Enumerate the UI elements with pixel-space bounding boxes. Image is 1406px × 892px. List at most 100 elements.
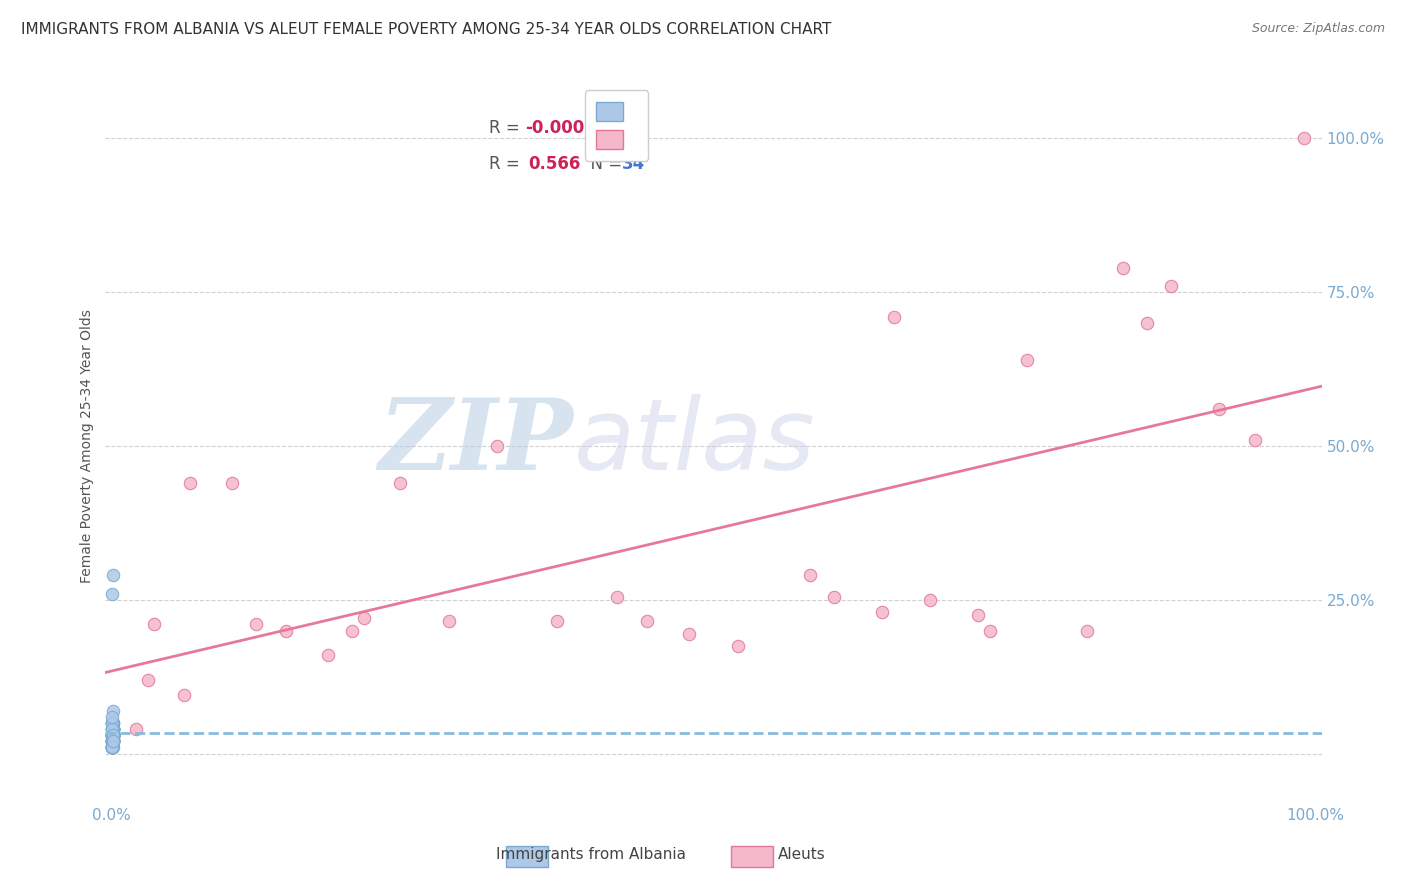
Point bbox=[101, 728, 124, 742]
Point bbox=[101, 728, 124, 742]
Y-axis label: Female Poverty Among 25-34 Year Olds: Female Poverty Among 25-34 Year Olds bbox=[80, 309, 94, 583]
Point bbox=[1292, 131, 1315, 145]
Point bbox=[1136, 316, 1159, 330]
Point bbox=[101, 740, 124, 755]
Point bbox=[101, 734, 124, 748]
Point bbox=[101, 722, 124, 736]
Point bbox=[1208, 402, 1230, 417]
Text: N =: N = bbox=[579, 155, 627, 173]
Point bbox=[485, 439, 508, 453]
Point bbox=[101, 740, 124, 755]
Point bbox=[101, 734, 124, 748]
Point bbox=[101, 728, 124, 742]
Point bbox=[101, 734, 124, 748]
Point bbox=[101, 728, 124, 742]
Point bbox=[101, 728, 124, 742]
Point bbox=[101, 740, 124, 755]
Point bbox=[101, 740, 124, 755]
Point bbox=[274, 624, 297, 638]
Point bbox=[179, 475, 201, 490]
Point bbox=[101, 734, 124, 748]
Point bbox=[101, 722, 124, 736]
Text: -0.000: -0.000 bbox=[524, 120, 585, 137]
Point bbox=[124, 722, 146, 736]
Point bbox=[967, 608, 990, 623]
Point bbox=[870, 605, 893, 619]
Point bbox=[142, 617, 165, 632]
Point bbox=[101, 728, 124, 742]
Point bbox=[101, 722, 124, 736]
Point bbox=[101, 722, 124, 736]
Point bbox=[101, 728, 124, 742]
Point bbox=[101, 740, 124, 755]
Point bbox=[101, 734, 124, 748]
Point bbox=[101, 715, 124, 730]
Point bbox=[101, 722, 124, 736]
Point bbox=[101, 740, 124, 755]
Point bbox=[101, 731, 124, 746]
Point bbox=[101, 740, 124, 755]
Point bbox=[101, 728, 124, 742]
Point bbox=[101, 734, 124, 748]
Point bbox=[101, 728, 124, 742]
Point bbox=[101, 734, 124, 748]
Point bbox=[1160, 279, 1182, 293]
Point bbox=[221, 475, 243, 490]
Point bbox=[101, 734, 124, 748]
Point bbox=[101, 587, 124, 601]
Text: ZIP: ZIP bbox=[378, 394, 574, 491]
Point bbox=[101, 740, 124, 755]
Point bbox=[101, 728, 124, 742]
Text: 0.566: 0.566 bbox=[529, 155, 581, 173]
Point bbox=[101, 715, 124, 730]
Text: R =: R = bbox=[488, 155, 530, 173]
Point bbox=[101, 734, 124, 748]
Point bbox=[101, 722, 124, 736]
Point bbox=[101, 728, 124, 742]
Point bbox=[1244, 433, 1267, 447]
Point bbox=[101, 734, 124, 748]
Point bbox=[101, 740, 124, 755]
Point bbox=[546, 615, 568, 629]
Text: atlas: atlas bbox=[574, 394, 815, 491]
Point bbox=[101, 722, 124, 736]
Point bbox=[101, 728, 124, 742]
Point bbox=[316, 648, 339, 662]
Point bbox=[678, 626, 700, 640]
Point bbox=[101, 722, 124, 736]
Point bbox=[101, 728, 124, 742]
Text: Immigrants from Albania: Immigrants from Albania bbox=[495, 847, 686, 862]
Text: Source: ZipAtlas.com: Source: ZipAtlas.com bbox=[1251, 22, 1385, 36]
Point bbox=[136, 673, 159, 687]
Point bbox=[101, 734, 124, 748]
Point bbox=[342, 624, 364, 638]
Point bbox=[101, 740, 124, 755]
Point bbox=[101, 722, 124, 736]
Point bbox=[920, 592, 942, 607]
Point bbox=[101, 709, 124, 723]
Point bbox=[389, 475, 412, 490]
Point bbox=[437, 615, 460, 629]
Point bbox=[101, 728, 124, 742]
Point bbox=[101, 568, 124, 582]
Point bbox=[101, 734, 124, 748]
Text: IMMIGRANTS FROM ALBANIA VS ALEUT FEMALE POVERTY AMONG 25-34 YEAR OLDS CORRELATIO: IMMIGRANTS FROM ALBANIA VS ALEUT FEMALE … bbox=[21, 22, 831, 37]
Point bbox=[101, 734, 124, 748]
Point bbox=[727, 639, 749, 653]
Point bbox=[101, 722, 124, 736]
Point bbox=[101, 740, 124, 755]
Point bbox=[101, 722, 124, 736]
Point bbox=[101, 734, 124, 748]
Point bbox=[636, 615, 658, 629]
Point bbox=[101, 734, 124, 748]
Point bbox=[101, 715, 124, 730]
Point bbox=[101, 728, 124, 742]
Point bbox=[101, 734, 124, 748]
Point bbox=[606, 590, 628, 604]
Point bbox=[1076, 624, 1098, 638]
Text: 89: 89 bbox=[623, 120, 645, 137]
Point bbox=[101, 728, 124, 742]
Text: N =: N = bbox=[579, 120, 627, 137]
Point bbox=[101, 734, 124, 748]
Point bbox=[101, 715, 124, 730]
